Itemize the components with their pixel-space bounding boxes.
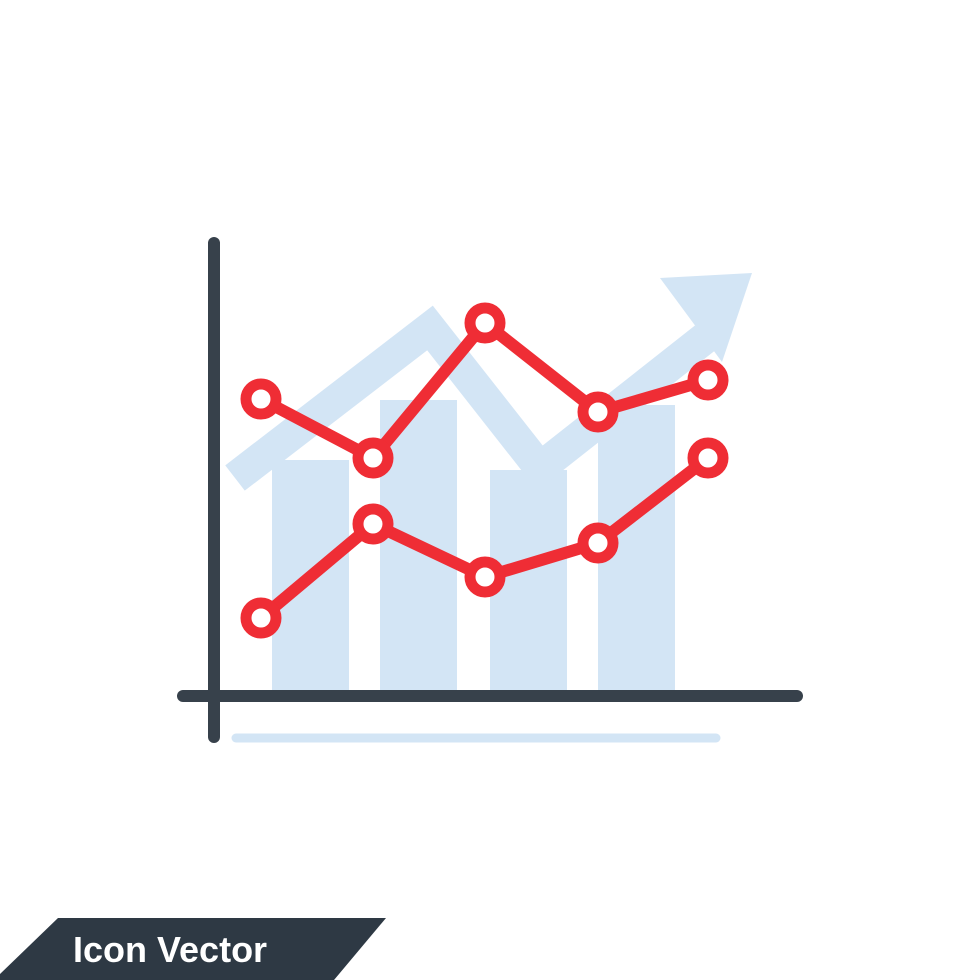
trend-arrow-head (660, 273, 752, 362)
marker (464, 556, 506, 598)
series-upper (240, 302, 729, 479)
chart-axes (177, 237, 803, 743)
banner-label: Icon Vector (73, 929, 268, 970)
marker (464, 302, 506, 344)
marker (577, 391, 619, 433)
marker (352, 503, 394, 545)
marker (687, 359, 729, 401)
label-banner (0, 918, 386, 980)
series-lower-markers (240, 437, 729, 639)
marker (240, 378, 282, 420)
marker (352, 437, 394, 479)
series-upper-markers (240, 302, 729, 479)
marker (240, 597, 282, 639)
marker (577, 522, 619, 564)
banner-shape (0, 918, 386, 980)
marker (687, 437, 729, 479)
series-lower (240, 437, 729, 639)
